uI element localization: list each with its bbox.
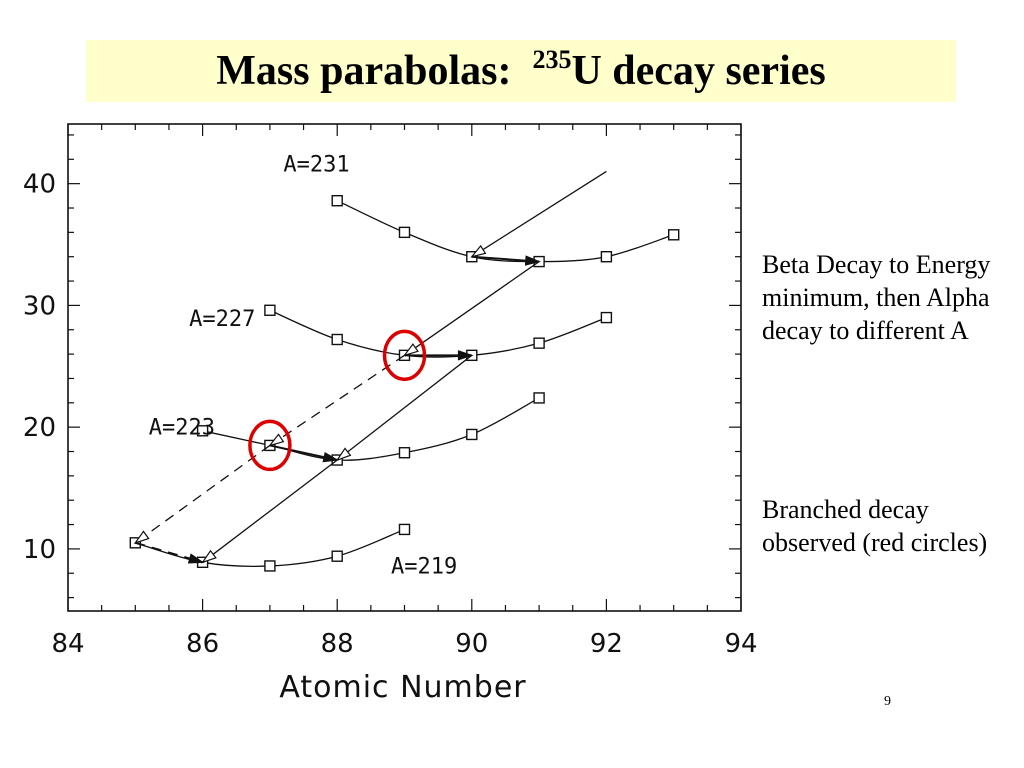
data-point-marker	[264, 304, 276, 316]
data-point-marker	[331, 333, 343, 346]
y-tick-label: 40	[23, 170, 56, 200]
arrowhead	[201, 549, 217, 564]
series-label: A=223	[149, 415, 215, 440]
branched-decay-note: Branched decay observed (red circles)	[762, 495, 988, 557]
title-prefix: Mass parabolas:	[216, 48, 512, 94]
parabola-curve	[336, 200, 674, 263]
arrowhead	[133, 530, 150, 544]
alpha-decay-arrow	[336, 354, 473, 461]
arrowhead	[457, 350, 474, 361]
slide-title: Mass parabolas: 235U decay series	[86, 40, 956, 102]
data-point-marker	[264, 560, 276, 572]
arrowhead	[187, 553, 205, 564]
page-number: 9	[884, 694, 891, 709]
x-tick-label: 90	[455, 629, 488, 659]
series-label: A=231	[283, 152, 349, 177]
parabola-curve	[202, 397, 540, 461]
data-point-marker	[398, 447, 411, 459]
data-point-marker	[668, 229, 680, 241]
arrowhead	[524, 255, 542, 266]
plot-frame	[67, 123, 742, 612]
alpha-decay-arrow	[202, 459, 338, 563]
data-point-marker	[331, 195, 343, 207]
branch-highlight-circle	[382, 329, 427, 382]
alpha-decay-arrow	[269, 354, 405, 446]
mass-parabola-chart: 84 86 88 90 92 94 10 20 30 40 Atomic Number A=231 A=…	[23, 123, 758, 705]
title-mass-number: 235	[532, 45, 572, 74]
data-point-marker	[533, 392, 545, 404]
arrowhead	[335, 447, 352, 462]
title-suffix: U decay series	[571, 48, 826, 94]
parabola-curve	[269, 309, 607, 358]
y-tick-label: 10	[23, 535, 56, 565]
alpha-decay-arrow	[134, 444, 271, 544]
data-point-marker	[331, 550, 343, 562]
x-tick-label: 92	[590, 629, 623, 659]
data-point-marker	[533, 337, 545, 349]
branch-highlight-circle	[248, 419, 292, 472]
arrowhead	[268, 433, 285, 447]
alpha-decay-arrow	[404, 261, 540, 356]
data-point-marker	[466, 428, 478, 441]
data-point-marker	[398, 523, 411, 536]
y-tick-label: 30	[23, 291, 56, 321]
title-background	[86, 40, 956, 102]
series-label: A=219	[391, 554, 457, 579]
data-point-marker	[196, 425, 209, 437]
x-tick-label: 84	[51, 629, 84, 659]
alpha-decay-arrow	[471, 170, 607, 258]
data-point-marker	[600, 251, 613, 263]
arrowhead	[470, 244, 487, 258]
x-tick-label: 86	[186, 629, 219, 659]
arrowhead	[322, 451, 340, 463]
data-point-marker	[600, 311, 613, 324]
x-axis-label: Atomic Number	[279, 670, 526, 705]
arrowhead	[402, 343, 419, 357]
series-label: A=227	[189, 307, 255, 332]
y-tick-label: 20	[23, 413, 56, 443]
data-point-marker	[398, 226, 411, 239]
beta-alpha-note: Beta Decay to Energy minimum, then Alpha…	[762, 250, 991, 345]
x-tick-label: 88	[321, 629, 354, 659]
x-tick-label: 94	[724, 629, 757, 659]
